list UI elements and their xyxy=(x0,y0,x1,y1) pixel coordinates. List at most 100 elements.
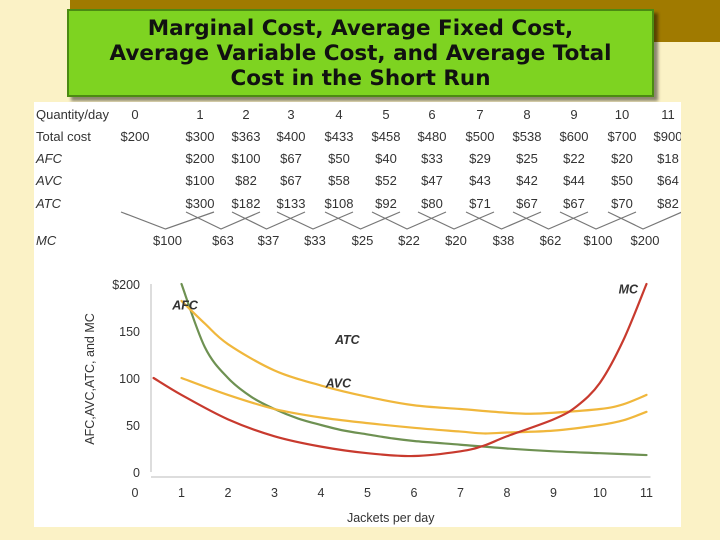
mc-value: $20 xyxy=(445,233,467,248)
mc-value: $25 xyxy=(352,233,374,248)
table-cell: $67 xyxy=(280,173,302,188)
table-row-label: AFC xyxy=(35,151,63,166)
x-tick-label: 4 xyxy=(318,486,325,500)
mc-connector xyxy=(512,211,589,230)
x-tick-label: 1 xyxy=(178,486,185,500)
table-cell: $67 xyxy=(280,151,302,166)
title-line-3: Cost in the Short Run xyxy=(230,65,491,91)
mc-connector xyxy=(559,211,637,230)
y-tick-label: $200 xyxy=(112,278,140,292)
table-cell: $480 xyxy=(418,129,447,144)
y-tick-label: 0 xyxy=(133,466,140,480)
table-row-label: ATC xyxy=(35,196,62,211)
x-tick-label: 2 xyxy=(225,486,232,500)
avc-curve xyxy=(180,376,648,435)
mc-value: $100 xyxy=(584,233,613,248)
table-cell: $50 xyxy=(328,151,350,166)
table-cell: $47 xyxy=(421,173,443,188)
table-cell: 11 xyxy=(661,107,675,122)
x-tick-label: 10 xyxy=(593,486,607,500)
table-row-label: Quantity/day xyxy=(36,107,109,122)
x-tick-label: 7 xyxy=(457,486,464,500)
mc-value: $200 xyxy=(631,233,660,248)
table-cell: $300 xyxy=(186,196,215,211)
table-cell: 2 xyxy=(242,107,249,122)
table-cell: $25 xyxy=(516,151,538,166)
mc-value: $22 xyxy=(398,233,420,248)
table-cell: $200 xyxy=(121,129,150,144)
table-cell: $42 xyxy=(516,173,538,188)
y-axis-title: AFC,AVC,ATC, and MC xyxy=(83,313,97,445)
table-cell: $33 xyxy=(421,151,443,166)
table-cell: $133 xyxy=(277,196,306,211)
table-cell: $58 xyxy=(328,173,350,188)
x-tick-label: 11 xyxy=(640,486,653,500)
table-cell: 5 xyxy=(382,107,389,122)
table-cell: $458 xyxy=(372,129,401,144)
table-cell: $108 xyxy=(325,196,354,211)
x-tick-label: 6 xyxy=(411,486,418,500)
table-cell: 10 xyxy=(615,107,629,122)
table-cell: $43 xyxy=(469,173,491,188)
table-cell: $18 xyxy=(657,151,679,166)
x-tick-label: 0 xyxy=(132,486,139,500)
table-cell: $70 xyxy=(611,196,633,211)
table-cell: $363 xyxy=(232,129,261,144)
mc-connector xyxy=(185,211,261,230)
table-cell: $200 xyxy=(186,151,215,166)
figure-panel: Quantity/day 0 1 2 3 4 5 6 7 8 9 10 11 Total cost $200… xyxy=(34,102,681,527)
table-cell: $538 xyxy=(513,129,542,144)
table-cell: $500 xyxy=(466,129,495,144)
mc-connector xyxy=(371,211,447,230)
title-line-2: Average Variable Cost, and Average Total xyxy=(109,40,612,66)
top-band-notch xyxy=(0,0,70,42)
mc-connector xyxy=(607,211,681,230)
table-cell: $433 xyxy=(325,129,354,144)
mc-connector xyxy=(276,211,354,230)
mc-value: $37 xyxy=(258,233,280,248)
y-tick-label: 150 xyxy=(119,325,140,339)
x-tick-label: 8 xyxy=(504,486,511,500)
avc-curve-label: AVC xyxy=(325,376,352,390)
table-cell: $100 xyxy=(186,173,215,188)
title-line-1: Marginal Cost, Average Fixed Cost, xyxy=(147,15,574,41)
table-cell: $44 xyxy=(563,173,585,188)
x-tick-label: 3 xyxy=(271,486,278,500)
x-axis-title: Jackets per day xyxy=(347,511,435,525)
table-cell: $182 xyxy=(232,196,261,211)
table-row-label: AVC xyxy=(35,173,63,188)
atc-curve xyxy=(180,299,648,415)
table-cell: $64 xyxy=(657,173,679,188)
mc-connector xyxy=(324,211,401,230)
table-cell: $900 xyxy=(654,129,681,144)
table-cell: $100 xyxy=(232,151,261,166)
table-cell: 8 xyxy=(523,107,530,122)
table-cell: $29 xyxy=(469,151,491,166)
x-tick-label: 9 xyxy=(550,486,557,500)
mc-connector xyxy=(465,211,542,230)
table-cell: 6 xyxy=(428,107,435,122)
mc-curve-label: MC xyxy=(619,282,639,296)
mc-curve xyxy=(152,282,648,458)
table-cell: 7 xyxy=(476,107,483,122)
table-cell: $50 xyxy=(611,173,633,188)
table-row-label: Total cost xyxy=(36,129,91,144)
table-cell: $52 xyxy=(375,173,397,188)
mc-value: $63 xyxy=(212,233,234,248)
table-cell: $700 xyxy=(608,129,637,144)
table-cell: $71 xyxy=(469,196,491,211)
mc-value: $33 xyxy=(304,233,326,248)
mc-value: $38 xyxy=(493,233,515,248)
table-cell: $22 xyxy=(563,151,585,166)
table-cell: $67 xyxy=(516,196,538,211)
mc-row-label: MC xyxy=(36,233,57,248)
slide-title: Marginal Cost, Average Fixed Cost, Avera… xyxy=(109,16,611,91)
afc-curve xyxy=(180,282,648,457)
table-cell: $67 xyxy=(563,196,585,211)
table-cell: $600 xyxy=(560,129,589,144)
x-tick-label: 5 xyxy=(364,486,371,500)
table-cell: 3 xyxy=(287,107,294,122)
y-tick-label: 50 xyxy=(126,419,140,433)
atc-curve-label: ATC xyxy=(334,333,361,347)
